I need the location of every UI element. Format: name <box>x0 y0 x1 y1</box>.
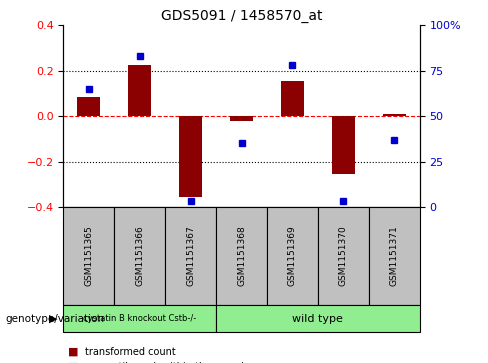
Text: percentile rank within the sample: percentile rank within the sample <box>85 362 250 363</box>
Bar <box>78 97 101 116</box>
Text: GSM1151365: GSM1151365 <box>84 225 93 286</box>
Text: cystatin B knockout Cstb-/-: cystatin B knockout Cstb-/- <box>83 314 196 323</box>
Bar <box>332 116 355 174</box>
Text: wild type: wild type <box>292 314 344 323</box>
Text: GSM1151368: GSM1151368 <box>237 225 246 286</box>
Text: ■: ■ <box>68 347 79 357</box>
Text: ▶: ▶ <box>49 314 58 323</box>
Text: transformed count: transformed count <box>85 347 176 357</box>
Text: genotype/variation: genotype/variation <box>5 314 104 323</box>
Text: GSM1151366: GSM1151366 <box>135 225 144 286</box>
Bar <box>230 116 253 121</box>
Text: ■: ■ <box>68 362 79 363</box>
Text: GSM1151371: GSM1151371 <box>390 225 399 286</box>
Text: GSM1151367: GSM1151367 <box>186 225 195 286</box>
Bar <box>128 65 151 116</box>
Bar <box>383 114 406 116</box>
Title: GDS5091 / 1458570_at: GDS5091 / 1458570_at <box>161 9 322 23</box>
Text: GSM1151370: GSM1151370 <box>339 225 348 286</box>
Bar <box>179 116 202 197</box>
Text: GSM1151369: GSM1151369 <box>288 225 297 286</box>
Bar <box>281 81 304 116</box>
